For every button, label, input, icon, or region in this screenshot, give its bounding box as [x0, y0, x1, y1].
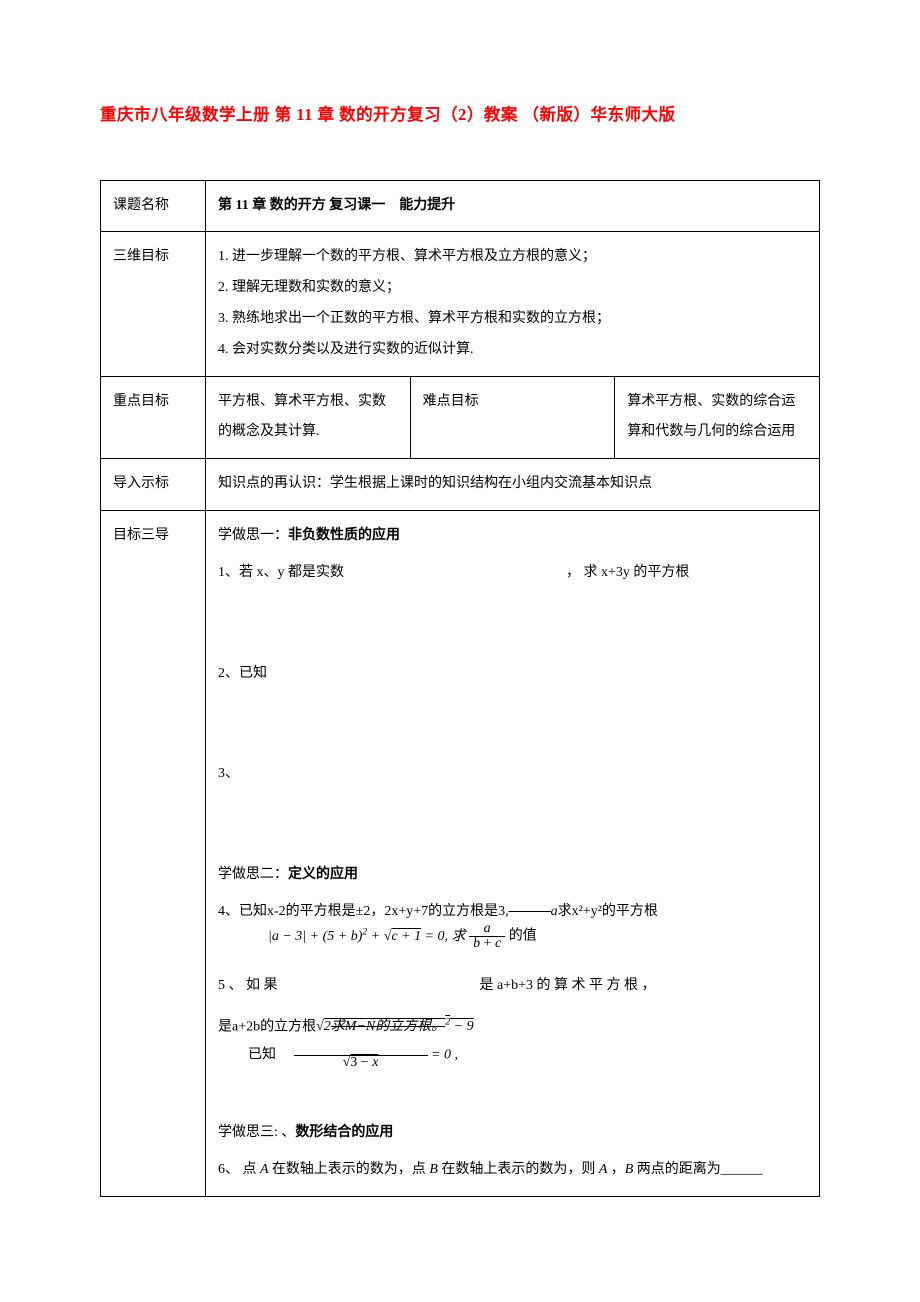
section-3-header: 学做思三: 、数形结合的应用	[218, 1118, 807, 1149]
question-6: 6、 点 A 在数轴上表示的数为，点 B 在数轴上表示的数为，则 A ，B 两点…	[218, 1155, 807, 1186]
question-5: 5 、 如 果 是 a+b+3 的 算 术 平 方 根 ，	[218, 971, 807, 1002]
table-row: 重点目标 平方根、算术平方根、实数的概念及其计算. 难点目标 算术平方根、实数的…	[101, 376, 820, 459]
diff-label: 难点目标	[410, 376, 615, 459]
lesson-name-value: 第 11 章 数的开方 复习课一 能力提升	[206, 180, 820, 232]
question-3: 3、	[218, 759, 807, 790]
table-row: 导入示标 知识点的再认识：学生根据上课时的知识结构在小组内交流基本知识点	[101, 459, 820, 511]
table-row: 目标三导 学做思一：非负数性质的应用 1、若 x、y 都是实数 ， 求 x+3y…	[101, 511, 820, 1197]
question-1: 1、若 x、y 都是实数 ， 求 x+3y 的平方根	[218, 558, 807, 589]
question-5-line2: 是a+2b的立方根√2求M−N的立方根。2 − 9 已知 √3 − x = 0 …	[218, 1012, 807, 1070]
goal-item: 2. 理解无理数和实数的意义；	[218, 273, 807, 304]
table-row: 三维目标 1. 进一步理解一个数的平方根、算术平方根及立方根的意义； 2. 理解…	[101, 232, 820, 376]
lesson-plan-table: 课题名称 第 11 章 数的开方 复习课一 能力提升 三维目标 1. 进一步理解…	[100, 180, 820, 1197]
section-2-header: 学做思二：定义的应用	[218, 860, 807, 891]
question-4: 4、已知x-2的平方根是±2，2x+y+7的立方根是3, a求x²+y²的平方根…	[218, 897, 807, 951]
key-label: 重点目标	[101, 376, 206, 459]
key-value: 平方根、算术平方根、实数的概念及其计算.	[206, 376, 411, 459]
section-1-header: 学做思一：非负数性质的应用	[218, 521, 807, 552]
table-row: 课题名称 第 11 章 数的开方 复习课一 能力提升	[101, 180, 820, 232]
goal-item: 1. 进一步理解一个数的平方根、算术平方根及立方根的意义；	[218, 242, 807, 273]
intro-label: 导入示标	[101, 459, 206, 511]
guide-content: 学做思一：非负数性质的应用 1、若 x、y 都是实数 ， 求 x+3y 的平方根…	[206, 511, 820, 1197]
question-2: 2、已知	[218, 659, 807, 690]
guide-label: 目标三导	[101, 511, 206, 1197]
goals-label: 三维目标	[101, 232, 206, 376]
intro-value: 知识点的再认识：学生根据上课时的知识结构在小组内交流基本知识点	[206, 459, 820, 511]
page-title: 重庆市八年级数学上册 第 11 章 数的开方复习（2）教案 （新版）华东师大版	[100, 100, 820, 130]
goal-item: 4. 会对实数分类以及进行实数的近似计算.	[218, 335, 807, 366]
goals-value: 1. 进一步理解一个数的平方根、算术平方根及立方根的意义； 2. 理解无理数和实…	[206, 232, 820, 376]
diff-value: 算术平方根、实数的综合运算和代数与几何的综合运用	[615, 376, 820, 459]
goal-item: 3. 熟练地求出一个正数的平方根、算术平方根和实数的立方根；	[218, 304, 807, 335]
lesson-name-label: 课题名称	[101, 180, 206, 232]
